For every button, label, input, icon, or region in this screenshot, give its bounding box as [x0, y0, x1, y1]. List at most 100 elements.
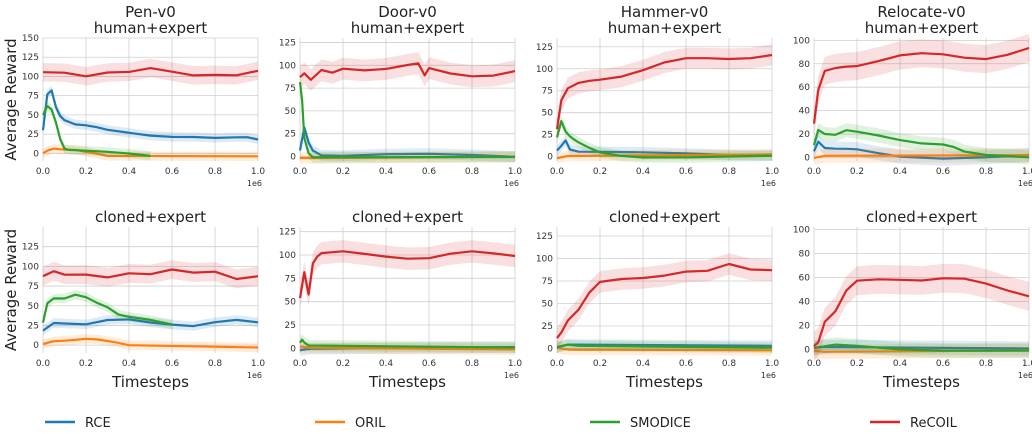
y-tick-label: 75: [28, 92, 39, 102]
series-band-smodice: [557, 115, 772, 163]
x-exponent-label: 1e6: [504, 371, 519, 380]
series-band-smodice: [43, 101, 151, 161]
x-tick-label: 0.8: [722, 359, 737, 369]
subplot-title: Hammer-v0: [621, 3, 709, 21]
x-tick-label: 0.0: [807, 167, 822, 177]
series-band-rce: [300, 122, 515, 163]
subplot-subtitle: cloned+expert: [866, 208, 977, 226]
y-tick-label: 20: [799, 130, 811, 140]
x-tick-label: 1.0: [251, 167, 266, 177]
y-tick-label: 50: [285, 107, 297, 117]
y-tick-label: 0: [547, 345, 553, 355]
y-tick-label: 0: [33, 341, 39, 351]
y-tick-label: 0: [290, 344, 296, 354]
y-tick-label: 100: [22, 72, 39, 82]
series-band-recoil: [814, 263, 1029, 361]
subplot-subtitle: human+expert: [94, 19, 208, 37]
subplot-subtitle: cloned+expert: [95, 208, 206, 226]
series-line-recoil: [299, 62, 516, 81]
series-band-smodice: [814, 337, 1029, 358]
y-tick-label: 25: [28, 130, 39, 140]
x-axis-label: Timesteps: [625, 373, 703, 391]
series-line-rce: [41, 89, 259, 141]
x-tick-label: 0.0: [293, 359, 308, 369]
x-tick-label: 1.0: [765, 359, 780, 369]
x-tick-label: 0.8: [979, 359, 994, 369]
x-tick-label: 0.4: [379, 359, 394, 369]
x-tick-label: 0.2: [593, 167, 607, 177]
y-axis-label: Average Reward: [2, 229, 20, 351]
series-line-smodice: [41, 293, 173, 326]
x-tick-label: 0.2: [336, 359, 350, 369]
x-tick-label: 1.0: [508, 167, 523, 177]
x-exponent-label: 1e6: [247, 179, 262, 188]
y-tick-label: 25: [28, 321, 39, 331]
series-line-recoil: [813, 277, 1030, 347]
y-tick-label: 75: [285, 84, 296, 94]
x-tick-label: 1.0: [251, 359, 266, 369]
series-line-rce: [812, 140, 1030, 160]
x-tick-label: 0.2: [850, 359, 864, 369]
y-tick-label: 125: [279, 39, 296, 49]
series-line-recoil: [555, 53, 773, 130]
x-tick-label: 0.8: [979, 167, 994, 177]
legend-label-recoil: ReCOIL: [910, 416, 958, 431]
subplot-subtitle: human+expert: [865, 19, 979, 37]
series-line-smodice: [555, 120, 773, 159]
x-tick-label: 0.4: [893, 167, 908, 177]
y-tick-label: 75: [28, 282, 39, 292]
y-tick-label: 100: [536, 255, 553, 265]
x-tick-label: 0.6: [679, 167, 694, 177]
x-tick-label: 0.8: [208, 359, 223, 369]
x-tick-label: 0.4: [122, 359, 137, 369]
y-tick-label: 75: [542, 87, 553, 97]
series-line-oril: [556, 346, 773, 352]
x-axis-label: Timesteps: [111, 373, 189, 391]
legend-label-oril: ORIL: [355, 416, 386, 431]
x-tick-label: 0.6: [679, 359, 694, 369]
y-tick-label: 25: [542, 322, 553, 332]
series-band-smodice: [300, 334, 515, 354]
y-tick-label: 75: [285, 274, 296, 284]
series-line-oril: [556, 153, 773, 160]
y-tick-label: 150: [22, 34, 39, 44]
series-line-recoil: [556, 262, 773, 339]
y-tick-label: 100: [279, 61, 296, 71]
x-tick-label: 0.6: [936, 167, 951, 177]
y-tick-label: 60: [799, 273, 811, 283]
y-tick-label: 50: [28, 302, 40, 312]
series-line-oril: [813, 154, 1030, 159]
y-tick-label: 0: [804, 153, 810, 163]
subplot-title: Door-v0: [378, 3, 437, 21]
y-tick-label: 100: [536, 65, 553, 75]
y-tick-label: 100: [279, 251, 296, 261]
x-tick-label: 0.2: [79, 167, 93, 177]
series-band-recoil: [300, 240, 515, 310]
y-tick-label: 50: [542, 300, 554, 310]
subplot-title: Pen-v0: [125, 3, 176, 21]
legend: RCE ORIL SMODICE ReCOIL: [45, 416, 958, 431]
y-tick-label: 25: [542, 131, 553, 141]
series-band-recoil: [814, 33, 1029, 138]
x-exponent-label: 1e6: [1018, 179, 1032, 188]
x-tick-label: 0.2: [593, 359, 607, 369]
series-line-smodice: [298, 81, 516, 159]
y-tick-label: 25: [285, 321, 296, 331]
y-tick-label: 50: [285, 298, 297, 308]
y-tick-label: 75: [542, 277, 553, 287]
x-exponent-label: 1e6: [761, 371, 776, 380]
x-tick-label: 1.0: [765, 167, 780, 177]
subplot-7: cloned+expert 0 25 50 75 100 125 0.0 0.2 0.4 0.6 0.…: [536, 208, 780, 391]
subplot-subtitle: human+expert: [351, 19, 465, 37]
x-tick-label: 1.0: [508, 359, 523, 369]
x-tick-label: 0.6: [422, 359, 437, 369]
x-axis-label: Timesteps: [882, 373, 960, 391]
legend-label-smodice: SMODICE: [630, 416, 691, 431]
x-tick-label: 0.8: [465, 359, 480, 369]
x-tick-label: 0.2: [336, 167, 350, 177]
series-band-rce: [43, 314, 258, 336]
y-tick-label: 100: [793, 225, 810, 235]
